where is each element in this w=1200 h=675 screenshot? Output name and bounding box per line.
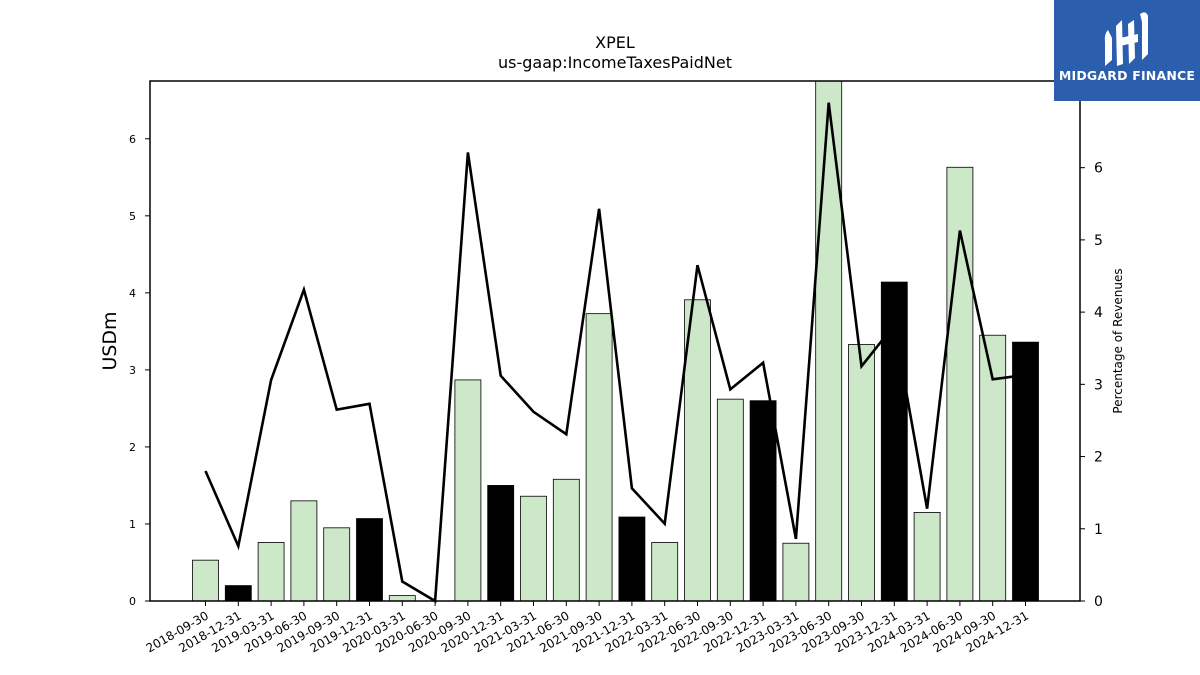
y-tick-label: 0 — [129, 595, 136, 608]
percentage-line — [204, 102, 1026, 604]
bar — [946, 166, 974, 602]
right-axis: 01234567 — [1080, 88, 1103, 610]
logo-text: MIDGARD FINANCE — [1058, 68, 1196, 83]
y-tick-label: 4 — [129, 287, 136, 300]
logo-mark-icon — [1104, 12, 1148, 66]
bar — [1012, 341, 1039, 602]
bar — [356, 518, 383, 602]
y-tick-label: 5 — [129, 210, 136, 223]
bar-series — [192, 80, 1039, 602]
y2-tick-label: 5 — [1094, 233, 1103, 249]
bar — [323, 527, 351, 602]
left-axis: 0 1 2 3 4 5 6 — [129, 133, 150, 608]
bar — [815, 80, 843, 602]
y-tick-label: 3 — [129, 364, 136, 377]
bar — [782, 542, 810, 602]
x-axis: 2018-09-302018-12-312019-03-312019-06-30… — [144, 601, 1031, 655]
midgard-finance-logo: MIDGARD FINANCE — [1054, 0, 1200, 101]
bar — [684, 299, 711, 602]
y-axis-label: USDm — [99, 311, 121, 370]
line-series — [204, 102, 1026, 604]
plot-frame — [149, 80, 1081, 602]
bar — [552, 478, 580, 602]
bar — [520, 495, 547, 602]
bar — [487, 485, 515, 602]
bar — [618, 516, 646, 602]
y2-tick-label: 0 — [1094, 594, 1103, 610]
bar — [224, 585, 252, 602]
y-tick-label: 1 — [129, 518, 136, 531]
chart-subtitle: us-gaap:IncomeTaxesPaidNet — [498, 53, 732, 72]
y2-tick-label: 3 — [1094, 377, 1103, 393]
bar — [913, 512, 941, 602]
bar — [848, 344, 875, 602]
y-tick-label: 6 — [129, 133, 136, 146]
bar — [749, 400, 777, 602]
bar — [716, 398, 744, 602]
bar — [651, 542, 679, 602]
bar — [388, 595, 416, 602]
bar — [257, 542, 285, 602]
y2-tick-label: 4 — [1094, 305, 1103, 321]
bar — [585, 313, 613, 602]
y2-tick-label: 2 — [1094, 450, 1103, 466]
bar — [454, 379, 482, 602]
bar — [290, 500, 318, 602]
y2-tick-label: 1 — [1094, 522, 1103, 538]
chart-title: XPEL — [595, 33, 635, 52]
y2-tick-label: 6 — [1094, 161, 1103, 177]
y2-axis-label: Percentage of Revenues — [1111, 268, 1125, 413]
y-tick-label: 2 — [129, 441, 136, 454]
bar — [192, 559, 219, 602]
